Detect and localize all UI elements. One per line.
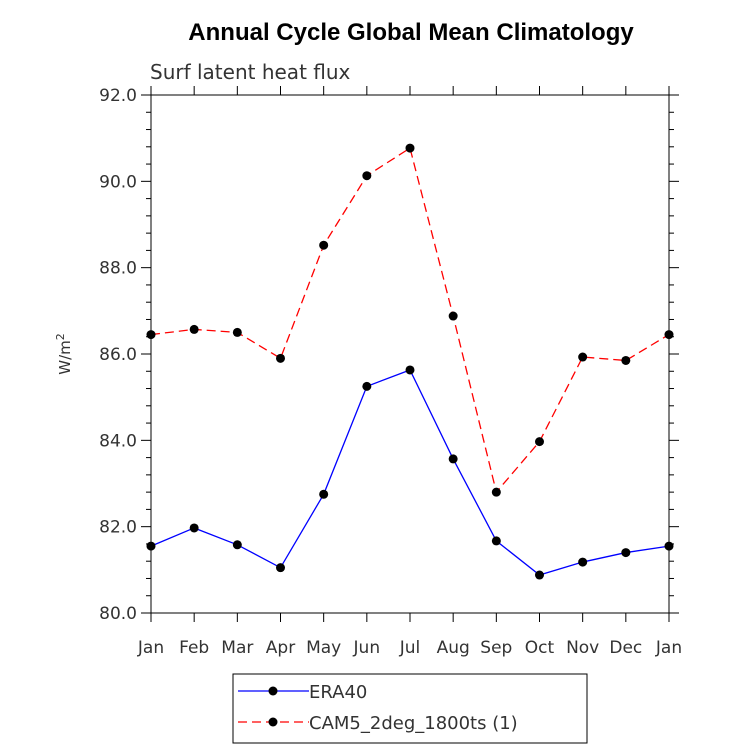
data-point-series-1	[448, 454, 458, 464]
data-point-series-2	[276, 353, 285, 363]
x-tick-label: Aug	[437, 638, 470, 658]
data-point-series-1	[276, 563, 285, 573]
data-point-series-1	[232, 540, 242, 550]
legend-box	[232, 673, 588, 744]
y-tick-label: 84.0	[99, 431, 137, 451]
legend-marker-1	[268, 686, 278, 696]
data-point-series-2	[189, 324, 199, 334]
y-tick-label: 80.0	[99, 604, 137, 624]
data-point-series-2	[491, 487, 501, 497]
data-point-series-1	[491, 536, 501, 546]
data-point-series-2	[621, 355, 631, 365]
x-tick-label: Jun	[353, 638, 381, 658]
series-line-2	[150, 147, 670, 494]
data-point-series-1	[664, 541, 674, 551]
x-tick-label: Sep	[480, 638, 512, 658]
data-point-series-2	[578, 352, 588, 362]
x-tick-label: Jan	[137, 638, 164, 658]
data-point-series-2	[448, 311, 458, 321]
data-point-series-1	[578, 557, 588, 567]
data-point-series-1	[535, 570, 544, 580]
data-point-series-2	[319, 240, 329, 250]
data-point-series-1	[189, 523, 199, 533]
data-point-series-2	[664, 330, 674, 340]
legend-label-2: CAM5_2deg_1800ts (1)	[309, 713, 518, 734]
y-tick-label: 82.0	[99, 518, 137, 538]
data-point-series-2	[146, 330, 156, 340]
y-tick-label: 86.0	[99, 345, 137, 365]
data-point-series-2	[362, 171, 372, 181]
y-tick-label: 88.0	[99, 259, 137, 279]
data-point-series-2	[535, 437, 544, 447]
y-axis-label-text: W/m	[56, 340, 74, 375]
x-tick-label: Feb	[179, 638, 209, 658]
plot-frame	[150, 94, 670, 614]
y-tick-label: 92.0	[99, 86, 137, 106]
x-tick-label: Nov	[566, 638, 599, 658]
x-tick-label: May	[306, 638, 341, 658]
x-tick-label: Mar	[221, 638, 253, 658]
chart-subtitle: Surf latent heat flux	[150, 60, 351, 84]
chart-title: Annual Cycle Global Mean Climatology	[188, 19, 634, 46]
axes-layer: 80.0 82.0 84.0 86.0 88.0 90.0 92.0 Jan Feb Mar Apr…	[99, 86, 682, 658]
legend-marker-2	[268, 717, 278, 727]
y-axis-label-superscript: 2	[54, 333, 67, 340]
x-tick-label: Oct	[525, 638, 555, 658]
series-line-1	[150, 369, 670, 576]
data-point-series-2	[232, 327, 242, 337]
data-point-series-1	[405, 365, 415, 375]
data-point-series-2	[405, 143, 415, 153]
data-point-series-1	[621, 548, 631, 558]
data-point-series-1	[362, 381, 372, 391]
data-point-series-1	[319, 489, 329, 499]
x-tick-label: Apr	[266, 638, 295, 658]
x-tick-label: Dec	[609, 638, 642, 658]
legend-label-1: ERA40	[309, 682, 367, 703]
y-axis-label: W/m2	[54, 333, 74, 375]
x-tick-label: Jan	[655, 638, 682, 658]
legend: ERA40 CAM5_2deg_1800ts (1)	[238, 682, 518, 734]
data-point-series-1	[146, 541, 156, 551]
series-layer	[146, 143, 674, 580]
y-tick-label: 90.0	[99, 172, 137, 192]
x-tick-label: Jul	[399, 638, 421, 658]
